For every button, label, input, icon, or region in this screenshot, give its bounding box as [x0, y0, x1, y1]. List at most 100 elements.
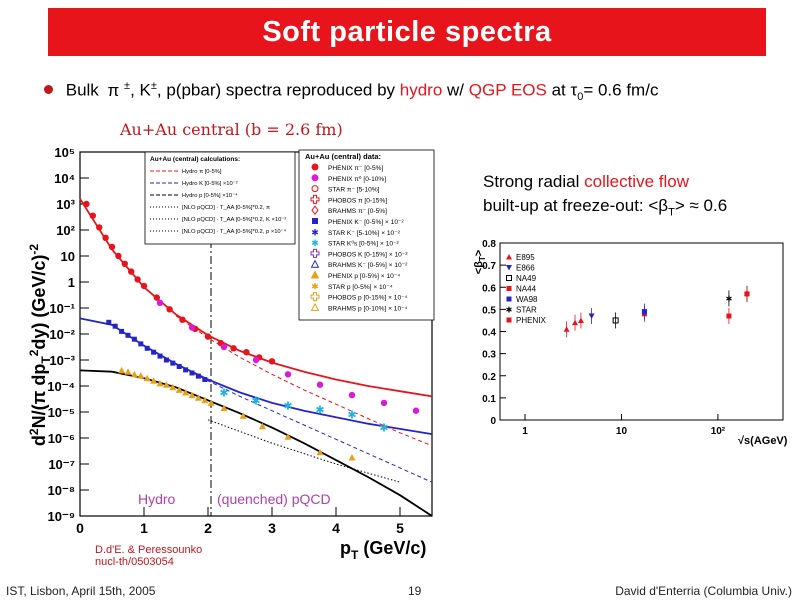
spectra-point: [175, 386, 183, 393]
calc-legend-label: Hydro π [0-5%]: [182, 169, 222, 175]
spectra-point: [131, 336, 137, 342]
spectra-point: [316, 381, 324, 388]
bullet-pi: π: [107, 80, 120, 100]
spectra-point: [243, 349, 250, 356]
slide-title: Soft particle spectra: [262, 16, 552, 48]
spectra-point: [239, 412, 247, 419]
bullet-line: Bulk π ±, K±, p(pbar) spectra reproduced…: [44, 80, 794, 103]
data-legend-label: STAR K⁻ [5-10%] × 10⁻²: [328, 230, 401, 237]
spectra-point: [202, 377, 208, 382]
spectra-ytick-label: 10⁻⁶: [48, 431, 75, 446]
spectra-point: [194, 394, 202, 401]
spectra-point: [140, 282, 148, 290]
spectra-point: [156, 299, 164, 306]
spectra-point: [258, 422, 266, 430]
data-legend-marker: [310, 259, 320, 268]
spectra-ytick-label: 1: [68, 275, 75, 290]
spectra-point: [284, 433, 292, 440]
spectra-point: [121, 260, 128, 267]
spectra-curve: [175, 363, 433, 483]
spectra-point: [153, 294, 160, 301]
footer-left: IST, Lisbon, April 15th, 2005: [6, 584, 156, 598]
calc-legend-title: Au+Au (central) calculations:: [150, 156, 240, 163]
data-legend-marker: [311, 205, 319, 216]
spectra-ytick-label: 10⁻⁸: [48, 483, 75, 498]
spectra-point: [204, 333, 212, 340]
bullet-hydro: hydro: [399, 80, 443, 100]
spectra-point: ✱: [219, 388, 228, 400]
data-legend-label: PHOBOS p [0-15%] × 10⁻⁴: [328, 295, 408, 302]
spectra-xtick-label: 1: [140, 520, 148, 536]
spectra-ytick-label: 10⁻⁷: [48, 457, 75, 472]
spectra-point: ✱: [283, 401, 292, 413]
spectra-point: [118, 366, 126, 374]
spectra-point: [96, 224, 103, 231]
calc-legend-label: [NLO pQCD] · T_AA [0-5%]*0.2, π: [182, 205, 270, 211]
spectra-point: [183, 367, 189, 373]
spectra-points: ✱✱ ✱ ✱ ✱✱: [83, 200, 420, 461]
spectra-point: [412, 407, 420, 414]
slide-title-bar: Soft particle spectra: [48, 8, 766, 56]
spectra-ytick-label: 10⁵: [54, 145, 75, 160]
spectra-point: ✱: [347, 410, 356, 422]
spectra-point: [188, 324, 196, 331]
data-legend-marker: [310, 194, 320, 204]
data-legend-label: BRAHMS K⁻ [0-5%] × 10⁻²: [328, 262, 408, 269]
bullet-pm1: ±: [124, 80, 131, 92]
data-legend-marker: [311, 185, 319, 193]
spectra-point: [268, 358, 276, 365]
spectra-point: [102, 234, 109, 241]
spectra-point: [163, 357, 169, 363]
bullet-text-bulk: Bulk: [65, 80, 99, 100]
spectra-point: [220, 404, 228, 412]
spectra-point: [169, 383, 177, 391]
reference-line1: D.d'E. & Peressounko: [95, 544, 203, 556]
spectra-point: [176, 364, 182, 369]
reference-line2: nucl-th/0503054: [95, 556, 174, 568]
spectra-ytick-label: 10⁻¹: [49, 301, 75, 316]
spectra-point: [106, 319, 112, 325]
spectra-xtick-label: 5: [396, 520, 404, 536]
calc-legend-label: [NLO pQCD] · T_AA [0-5%]*0.2, K ×10⁻²: [182, 217, 286, 223]
spectra-ytick-label: 10: [61, 249, 75, 264]
data-legend: PHENIX π⁻ [0-5%] PHENIX π⁰ [0-10%] STAR π⁻…: [310, 163, 408, 312]
spectra-point: [230, 345, 237, 352]
data-legend-marker: [311, 174, 319, 182]
spectra-point: [128, 268, 135, 275]
data-legend-marker: [310, 302, 320, 311]
spectra-point: [119, 328, 125, 334]
spectra-xlabel: pT (GeV/c): [340, 538, 426, 562]
spectra-point: [134, 276, 141, 283]
bullet-rest: , p(pbar) spectra reproduced by: [156, 80, 400, 100]
spectra-point: [316, 448, 324, 456]
spectra-ytick-label: 10³: [56, 197, 75, 212]
data-legend-label: PHENIX π⁻ [0-5%]: [328, 165, 383, 172]
spectra-point: [284, 371, 292, 378]
spectra-point: [182, 389, 190, 396]
data-legend-marker: [310, 248, 320, 258]
data-legend-marker: [310, 292, 320, 302]
spectra-point: [207, 399, 215, 406]
spectra-point: [144, 345, 150, 351]
spectra-curve: [175, 315, 433, 447]
data-legend-label: STAR K⁰s [0-5%] × 10⁻²: [328, 240, 399, 248]
footer-page-number: 19: [408, 584, 422, 598]
spectra-ytick-label: 10⁴: [54, 171, 75, 186]
pqcd-label: (quenched) pQCD: [217, 491, 331, 507]
spectra-xtick-label: 4: [332, 520, 340, 536]
spectra-ytick-label: 10⁻²: [49, 327, 75, 342]
spectra-point: [348, 454, 356, 461]
spectra-ytick-label: 10⁻³: [49, 353, 75, 368]
bullet-at: at: [546, 80, 571, 100]
spectra-ylabel: d2N/(π dpT2dy) (GeV/c)-2: [27, 244, 53, 447]
data-legend-label: STAR p [0-5%] × 10⁻⁴: [328, 284, 393, 291]
calc-legend-label: Hydro p [0-5%] ×10⁻⁴: [182, 192, 238, 199]
data-legend-label: PHOBOS π [0-15%]: [328, 197, 387, 204]
data-legend-marker: [310, 270, 320, 279]
spectra-point: [188, 391, 196, 399]
bullet-w: w/: [442, 80, 469, 100]
spectra-xtick-label: 3: [268, 520, 276, 536]
radial-line2-a: built-up at freeze-out: <β: [483, 196, 669, 215]
footer-right: David d'Enterria (Columbia Univ.): [615, 584, 792, 598]
